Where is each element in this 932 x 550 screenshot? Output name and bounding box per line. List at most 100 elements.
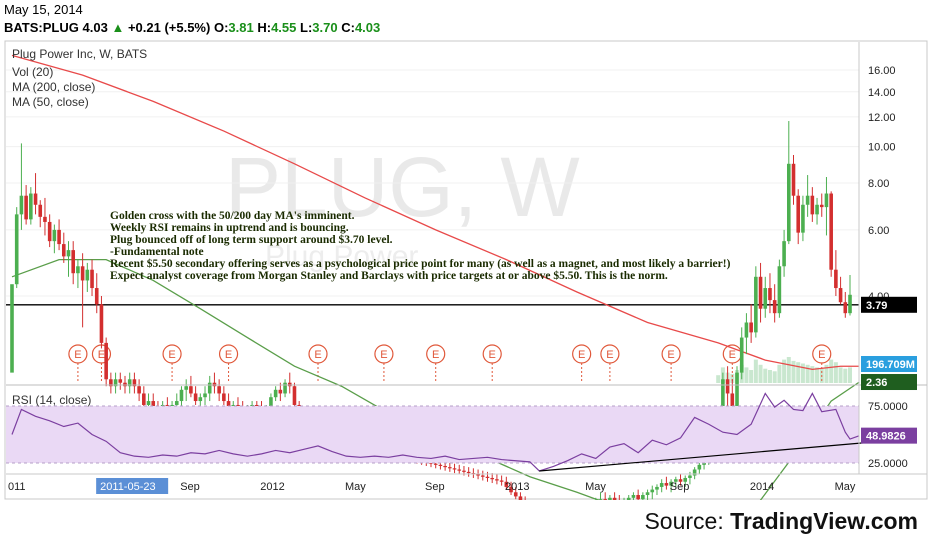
- source-prefix: Source:: [644, 508, 731, 534]
- open-value: 3.81: [228, 20, 254, 35]
- candle-body: [278, 389, 283, 394]
- candle-body: [184, 386, 188, 390]
- open-label: O:: [213, 20, 229, 35]
- earnings-marker: [308, 344, 328, 364]
- candle-body: [801, 204, 805, 233]
- candle-body: [782, 241, 786, 267]
- candle-body: [142, 393, 146, 405]
- low-label: L:: [300, 20, 313, 35]
- candle-body: [641, 495, 645, 500]
- candle-body: [61, 244, 66, 257]
- candle-body: [151, 401, 156, 409]
- candle-body: [824, 193, 829, 208]
- support-price-label-bg: [861, 296, 917, 313]
- candle-body: [721, 379, 725, 422]
- candle-body: [457, 469, 462, 471]
- rsi-value-label-bg: [861, 427, 917, 444]
- price-change: +0.21 (+5.5%): [127, 20, 211, 35]
- candle-body: [29, 193, 33, 220]
- high-label: H:: [257, 20, 272, 35]
- high-value: 4.55: [271, 20, 297, 35]
- candle-body: [127, 379, 132, 387]
- candle-body: [838, 288, 843, 303]
- earnings-marker: [600, 344, 620, 364]
- x-tick-label: 2014: [750, 481, 774, 493]
- earnings-marker-label: E: [225, 349, 232, 361]
- candle-body: [47, 221, 52, 242]
- volume-bar: [815, 367, 820, 383]
- candle-body: [76, 266, 80, 274]
- price-pane[interactable]: PLUG, W Plug Power E E E E E E E E E E E E E Plug Po…: [6, 42, 860, 500]
- candle-body: [758, 276, 763, 309]
- candle-body: [193, 393, 198, 402]
- candle-body: [24, 195, 28, 220]
- chart-frame: [4, 40, 928, 500]
- candle-body: [429, 462, 433, 464]
- chart-area[interactable]: PLUG, W Plug Power E E E E E E E E E E E E E Plug Po…: [0, 38, 932, 500]
- candle-body: [222, 393, 226, 402]
- candle-body: [754, 276, 758, 333]
- candle-body: [485, 476, 490, 478]
- candle-body: [137, 386, 141, 394]
- earnings-marker-label: E: [818, 349, 825, 361]
- rsi-value-label: 48.9826: [866, 431, 906, 443]
- candle-body: [513, 492, 518, 497]
- volume-bar: [791, 360, 796, 383]
- annotation-line: Plug bounced off of long term support ar…: [110, 233, 393, 246]
- x-tick-label: May: [835, 481, 856, 493]
- candle-body: [772, 300, 777, 314]
- candle-body: [287, 382, 292, 387]
- candle-body: [815, 204, 819, 215]
- volume-bar: [730, 373, 735, 383]
- x-tick-label: 011: [8, 481, 26, 493]
- header-date: May 15, 2014: [4, 2, 83, 17]
- price-tick-label: 10.00: [868, 142, 896, 154]
- candle-body: [678, 479, 683, 482]
- x-tick-label: 2012: [260, 481, 284, 493]
- candle-body: [645, 492, 650, 496]
- annotation-line: Weekly RSI remains in uptrend and is bou…: [110, 222, 349, 234]
- candle-body: [212, 382, 217, 387]
- rsi-band: [6, 406, 859, 463]
- candle-body: [433, 463, 438, 465]
- annotation-line: Expect analyst coverage from Morgan Stan…: [110, 269, 668, 282]
- rsi-tick-label: 25.0000: [868, 458, 908, 470]
- volume-bar: [810, 366, 815, 383]
- earnings-marker: [68, 344, 88, 364]
- candle-body: [292, 386, 297, 405]
- volume-bar: [716, 375, 721, 383]
- candle-body: [796, 195, 801, 233]
- candle-body: [735, 372, 739, 409]
- volume-bar: [763, 368, 768, 383]
- candle-body: [692, 469, 697, 476]
- candle-body: [118, 379, 123, 383]
- candle-body: [612, 497, 617, 500]
- axis-value-labels: 3.79 2.36 196.709M 48.9826: [861, 296, 917, 444]
- candle-body: [203, 393, 207, 398]
- candle-body: [603, 499, 607, 500]
- candle-body: [476, 474, 480, 476]
- rsi-pane[interactable]: RSI (14, close): [6, 392, 868, 472]
- x-tick-label: Sep: [180, 481, 200, 493]
- annotation-text: Golden cross with the 50/200 day MA's im…: [110, 210, 731, 282]
- candle-body: [805, 195, 810, 205]
- candle-body: [480, 475, 485, 477]
- candle-body: [608, 497, 612, 500]
- candle-body: [90, 269, 94, 289]
- candle-body: [768, 288, 772, 301]
- candle-body: [834, 269, 838, 289]
- candle-body: [829, 193, 833, 270]
- candle-body: [438, 464, 443, 466]
- volume-value-label-bg: [861, 356, 917, 372]
- last-price: 4.03: [82, 20, 108, 35]
- candle-body: [499, 480, 504, 482]
- earnings-marker: [218, 344, 239, 364]
- candle-body: [174, 401, 179, 405]
- symbol[interactable]: BATS:PLUG: [4, 20, 79, 35]
- volume-bar: [800, 363, 805, 383]
- candle-body: [38, 204, 43, 217]
- volume-bar: [805, 364, 810, 383]
- close-label: C:: [341, 20, 355, 35]
- candle-body: [598, 499, 603, 500]
